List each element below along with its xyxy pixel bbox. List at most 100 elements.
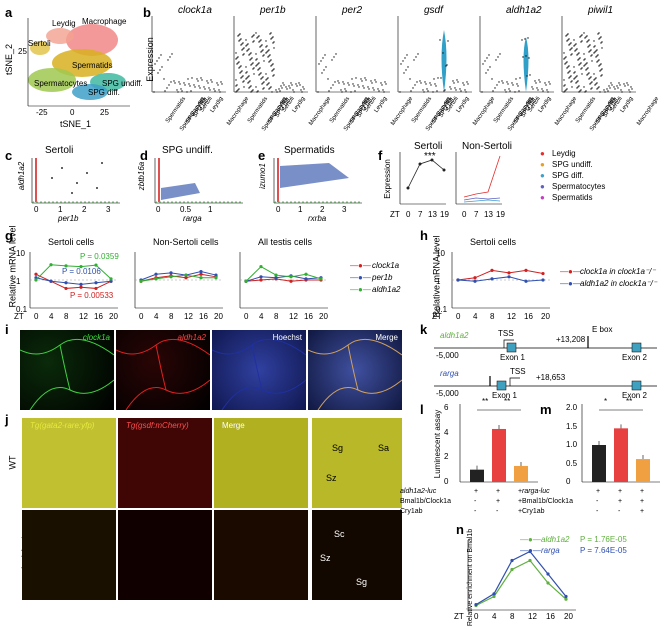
i-panel-0: clock1a	[20, 330, 114, 410]
tsne-ytick: 25	[18, 47, 27, 56]
violin-aldh1a2	[479, 16, 554, 93]
j-channel-2: Merge	[222, 421, 245, 430]
i-cell-outlines-0	[20, 338, 114, 410]
mark-bars-m-1-1: +	[618, 498, 623, 505]
g-pvalue-2: P = 0.0106	[62, 267, 101, 276]
i-cell-outlines-3	[308, 338, 402, 410]
tsne-xtick-2: 0	[70, 108, 75, 117]
i-panel-3: Merge	[308, 330, 402, 410]
mark-bars-l-1-0: -	[474, 498, 477, 505]
j-panel-0-1: Tg(gsdf:mCherry)	[118, 418, 212, 508]
n-xtick-3: 12	[528, 612, 537, 621]
panel-d-label: d	[140, 148, 148, 163]
tsne-ylabel: tSNE_2	[4, 43, 15, 76]
i-channel-3: Merge	[375, 333, 398, 342]
tsne-xtick-1: -25	[36, 108, 48, 117]
rowlabel-bars-m-0: rarga-luc	[522, 488, 550, 495]
cluster-sertoli	[30, 41, 50, 55]
k-pos1: -5,000	[436, 351, 459, 360]
j-tag-sz1: Sz	[326, 473, 337, 483]
h-title: Sertoli cells	[470, 237, 517, 247]
ytick-bars-l-2: 4	[444, 427, 449, 437]
mark-bars-l-2-1: -	[496, 508, 499, 515]
tsne-label-leydig: Leydig	[52, 19, 76, 28]
j-channel-1: Tg(gsdf:mCherry)	[126, 421, 189, 430]
g-xtick-2-4: 16	[304, 312, 313, 321]
k-tss-1: TSS	[498, 329, 514, 338]
mark-bars-m-0-0: +	[596, 488, 601, 495]
h-zt: ZT	[432, 312, 442, 321]
tsne-label-macrophage: Macrophage	[82, 17, 127, 26]
n-xtick-2: 8	[510, 612, 515, 621]
scatter-e-xtick-1: 1	[298, 205, 303, 214]
n-zt: ZT	[454, 612, 464, 621]
k-exon1-2: Exon 1	[492, 391, 517, 400]
mark-bars-l-1-1: +	[496, 498, 501, 505]
rowlabel-bars-m-2: Cry1ab	[522, 508, 545, 515]
i-cell-outlines-1	[116, 338, 210, 410]
scatter-e-plot	[273, 158, 362, 204]
mark-bars-m-2-2: +	[640, 508, 645, 515]
j-zoom-wt: Sg Sa Sz	[312, 418, 402, 508]
tsne-label-spg-undiff: SPG undiff.	[102, 79, 143, 88]
f-legend-swatch-2: ●	[540, 171, 545, 180]
i-channel-1: aldh1a2	[177, 333, 206, 342]
cluster-spg-diff	[72, 84, 108, 100]
j-zoom-ko: Sc Sz Sg	[312, 510, 402, 600]
f-legend-item-3: Spermatocytes	[552, 182, 606, 191]
violin-gene-piwil1: piwil1	[588, 5, 614, 16]
cluster-macrophage	[66, 24, 118, 56]
ytick-bars-l-0: 0	[444, 477, 449, 486]
scatter-c-xtick-2: 2	[82, 205, 87, 214]
g-xtick-1-2: 8	[169, 312, 174, 321]
k-ebox: E box	[592, 325, 613, 334]
g-xtick-2-0: 0	[244, 312, 249, 321]
f-nonsertoli-plot	[455, 152, 502, 205]
l-ylabel: Luminescent assay	[433, 409, 443, 479]
panel-l-label: l	[420, 402, 424, 417]
scatter-c-xtick-0: 0	[34, 205, 39, 214]
ytick-bars-m-0: 0	[566, 477, 571, 486]
h-ytick-0: 10	[436, 249, 445, 258]
n-xtick-1: 4	[492, 612, 497, 621]
f-xtick-s0: 0	[406, 210, 411, 219]
scatter-d-xtick-0: 0	[156, 205, 161, 214]
k-gene1: aldh1a2	[440, 331, 469, 340]
g-xtick-0-2: 8	[64, 312, 69, 321]
mark-bars-m-1-2: +	[640, 498, 645, 505]
n-xtick-4: 16	[546, 612, 555, 621]
panel-j-label: j	[5, 412, 9, 427]
j-panel-1-2	[214, 510, 308, 600]
cluster-leydig	[46, 28, 74, 44]
panel-b-label: b	[143, 5, 151, 20]
h-ytick-1: 1	[436, 277, 441, 286]
rowlabel-bars-l-2: Cry1ab	[400, 508, 423, 515]
violin-gene-clock1a: clock1a	[178, 5, 212, 16]
g-xtick-0-4: 16	[94, 312, 103, 321]
g-xtick-1-1: 4	[154, 312, 159, 321]
panel-i-label: i	[5, 322, 9, 337]
g-xtick-2-1: 4	[259, 312, 264, 321]
f-legend-swatch-3: ●	[540, 182, 545, 191]
tsne-label-spermatocytes: Spermatocytes	[34, 79, 88, 88]
h-xtick-5: 20	[541, 312, 550, 321]
violin-group-gsdf-6: Macrophage	[472, 96, 497, 127]
scatter-c-xtick-1: 1	[58, 205, 63, 214]
f-sertoli-title: Sertoli	[414, 141, 443, 152]
tsne-plot	[27, 18, 130, 107]
g-legend-item-2: aldh1a2	[372, 285, 401, 294]
scatter-d-title: SPG undiff.	[162, 145, 213, 156]
cluster-spermatocytes	[28, 68, 76, 92]
violin-gene-per1b: per1b	[260, 5, 286, 16]
n-legend-name-1: rarga	[541, 546, 560, 555]
g-xtick-1-4: 16	[199, 312, 208, 321]
g-legend-mark-2: —●—	[350, 285, 371, 294]
violin-gene-gsdf: gsdf	[424, 5, 443, 16]
mark-bars-m-0-1: +	[618, 488, 623, 495]
k-pos2b: +18,653	[536, 373, 566, 382]
f-xtick-s3: 19	[440, 210, 449, 219]
mark-bars-l-2-0: -	[474, 508, 477, 515]
g-xtick-2-3: 12	[289, 312, 298, 321]
violin-per1b	[233, 16, 308, 93]
bars-m-svg	[581, 404, 660, 483]
